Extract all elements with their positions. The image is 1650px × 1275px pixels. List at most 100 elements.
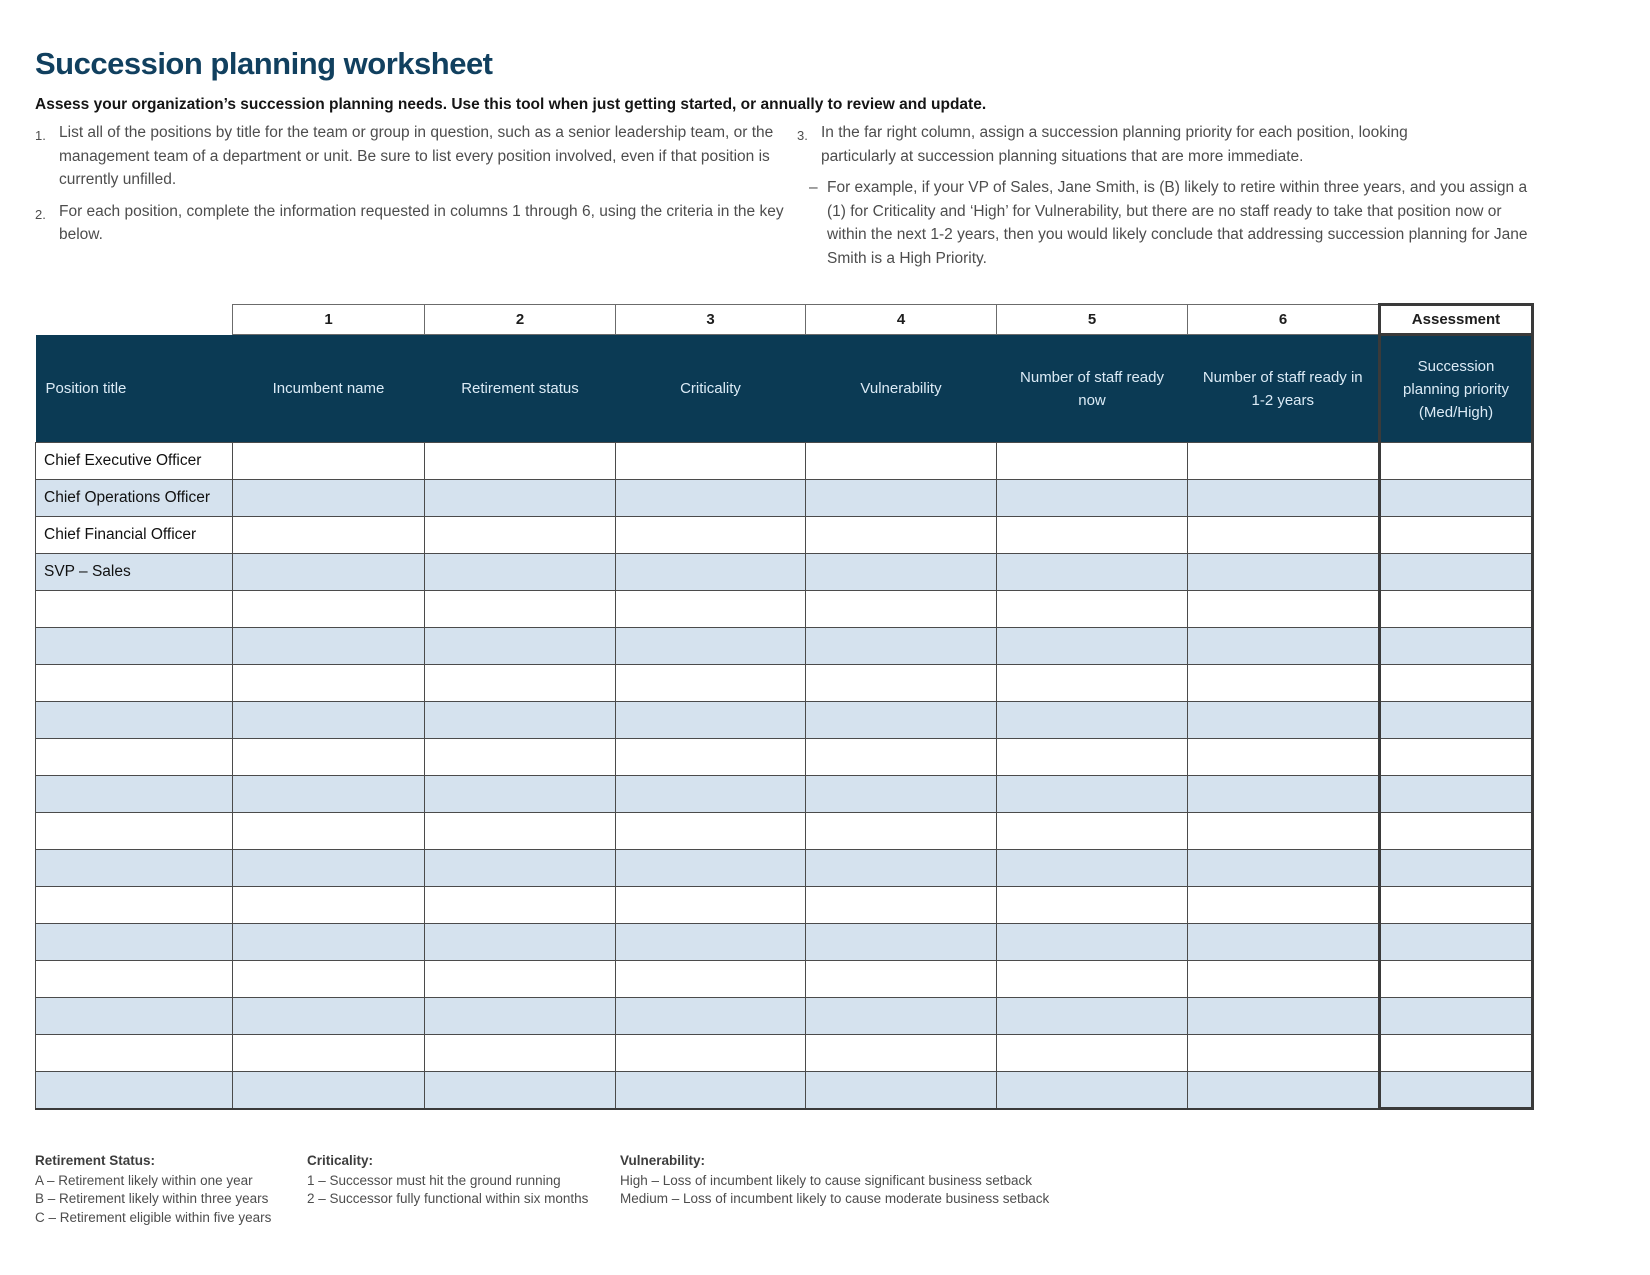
worksheet-input-cell[interactable] (232, 775, 425, 813)
worksheet-input-cell[interactable] (615, 553, 806, 591)
worksheet-input-cell[interactable] (1187, 516, 1380, 554)
assessment-input-cell[interactable] (1378, 1034, 1534, 1072)
worksheet-input-cell[interactable] (615, 849, 806, 887)
worksheet-input-cell[interactable] (1187, 849, 1380, 887)
worksheet-input-cell[interactable] (996, 812, 1188, 850)
worksheet-input-cell[interactable] (232, 812, 425, 850)
worksheet-input-cell[interactable] (1187, 590, 1380, 628)
worksheet-input-cell[interactable] (996, 886, 1188, 924)
worksheet-input-cell[interactable] (232, 701, 425, 739)
worksheet-input-cell[interactable] (424, 1071, 616, 1110)
assessment-input-cell[interactable] (1378, 664, 1534, 702)
worksheet-input-cell[interactable] (805, 516, 997, 554)
worksheet-input-cell[interactable] (996, 923, 1188, 961)
worksheet-input-cell[interactable] (805, 997, 997, 1035)
worksheet-input-cell[interactable] (805, 960, 997, 998)
assessment-input-cell[interactable] (1378, 923, 1534, 961)
worksheet-input-cell[interactable] (615, 664, 806, 702)
worksheet-input-cell[interactable] (424, 479, 616, 517)
worksheet-input-cell[interactable] (996, 1071, 1188, 1110)
worksheet-input-cell[interactable] (232, 886, 425, 924)
worksheet-input-cell[interactable] (424, 553, 616, 591)
assessment-input-cell[interactable] (1378, 516, 1534, 554)
worksheet-input-cell[interactable] (615, 997, 806, 1035)
worksheet-input-cell[interactable] (615, 812, 806, 850)
worksheet-input-cell[interactable] (1187, 1071, 1380, 1110)
worksheet-input-cell[interactable] (615, 886, 806, 924)
worksheet-input-cell[interactable] (805, 886, 997, 924)
worksheet-input-cell[interactable] (805, 590, 997, 628)
worksheet-input-cell[interactable] (232, 738, 425, 776)
assessment-input-cell[interactable] (1378, 886, 1534, 924)
worksheet-input-cell[interactable] (424, 516, 616, 554)
assessment-input-cell[interactable] (1378, 997, 1534, 1035)
worksheet-input-cell[interactable] (615, 1071, 806, 1110)
worksheet-input-cell[interactable] (615, 775, 806, 813)
worksheet-input-cell[interactable] (805, 849, 997, 887)
worksheet-input-cell[interactable] (996, 479, 1188, 517)
worksheet-input-cell[interactable] (805, 923, 997, 961)
worksheet-input-cell[interactable] (805, 479, 997, 517)
worksheet-input-cell[interactable] (996, 775, 1188, 813)
worksheet-input-cell[interactable] (232, 923, 425, 961)
worksheet-input-cell[interactable] (424, 923, 616, 961)
worksheet-input-cell[interactable] (424, 849, 616, 887)
worksheet-input-cell[interactable] (805, 812, 997, 850)
worksheet-input-cell[interactable] (424, 886, 616, 924)
worksheet-input-cell[interactable] (1187, 442, 1380, 480)
worksheet-input-cell[interactable] (424, 627, 616, 665)
worksheet-input-cell[interactable] (232, 664, 425, 702)
assessment-input-cell[interactable] (1378, 738, 1534, 776)
worksheet-input-cell[interactable] (615, 1034, 806, 1072)
assessment-input-cell[interactable] (1378, 1071, 1534, 1110)
worksheet-input-cell[interactable] (1187, 627, 1380, 665)
worksheet-input-cell[interactable] (232, 479, 425, 517)
worksheet-input-cell[interactable] (805, 738, 997, 776)
worksheet-input-cell[interactable] (424, 997, 616, 1035)
worksheet-input-cell[interactable] (996, 516, 1188, 554)
worksheet-input-cell[interactable] (424, 590, 616, 628)
assessment-input-cell[interactable] (1378, 701, 1534, 739)
worksheet-input-cell[interactable] (1187, 701, 1380, 739)
assessment-input-cell[interactable] (1378, 775, 1534, 813)
worksheet-input-cell[interactable] (232, 1034, 425, 1072)
worksheet-input-cell[interactable] (424, 775, 616, 813)
worksheet-input-cell[interactable] (615, 627, 806, 665)
worksheet-input-cell[interactable] (996, 738, 1188, 776)
worksheet-input-cell[interactable] (996, 960, 1188, 998)
worksheet-input-cell[interactable] (805, 1071, 997, 1110)
worksheet-input-cell[interactable] (424, 738, 616, 776)
worksheet-input-cell[interactable] (996, 442, 1188, 480)
worksheet-input-cell[interactable] (615, 923, 806, 961)
worksheet-input-cell[interactable] (615, 738, 806, 776)
worksheet-input-cell[interactable] (424, 664, 616, 702)
worksheet-input-cell[interactable] (232, 1071, 425, 1110)
worksheet-input-cell[interactable] (805, 442, 997, 480)
worksheet-input-cell[interactable] (805, 553, 997, 591)
worksheet-input-cell[interactable] (1187, 923, 1380, 961)
assessment-input-cell[interactable] (1378, 849, 1534, 887)
worksheet-input-cell[interactable] (424, 701, 616, 739)
worksheet-input-cell[interactable] (615, 516, 806, 554)
worksheet-input-cell[interactable] (996, 664, 1188, 702)
worksheet-input-cell[interactable] (1187, 1034, 1380, 1072)
worksheet-input-cell[interactable] (232, 516, 425, 554)
assessment-input-cell[interactable] (1378, 812, 1534, 850)
worksheet-input-cell[interactable] (232, 590, 425, 628)
worksheet-input-cell[interactable] (232, 627, 425, 665)
worksheet-input-cell[interactable] (615, 701, 806, 739)
worksheet-input-cell[interactable] (615, 479, 806, 517)
worksheet-input-cell[interactable] (615, 590, 806, 628)
worksheet-input-cell[interactable] (232, 997, 425, 1035)
worksheet-input-cell[interactable] (424, 1034, 616, 1072)
worksheet-input-cell[interactable] (805, 627, 997, 665)
assessment-input-cell[interactable] (1378, 479, 1534, 517)
assessment-input-cell[interactable] (1378, 590, 1534, 628)
worksheet-input-cell[interactable] (996, 997, 1188, 1035)
worksheet-input-cell[interactable] (424, 812, 616, 850)
worksheet-input-cell[interactable] (1187, 997, 1380, 1035)
assessment-input-cell[interactable] (1378, 960, 1534, 998)
worksheet-input-cell[interactable] (232, 442, 425, 480)
worksheet-input-cell[interactable] (996, 553, 1188, 591)
worksheet-input-cell[interactable] (805, 1034, 997, 1072)
